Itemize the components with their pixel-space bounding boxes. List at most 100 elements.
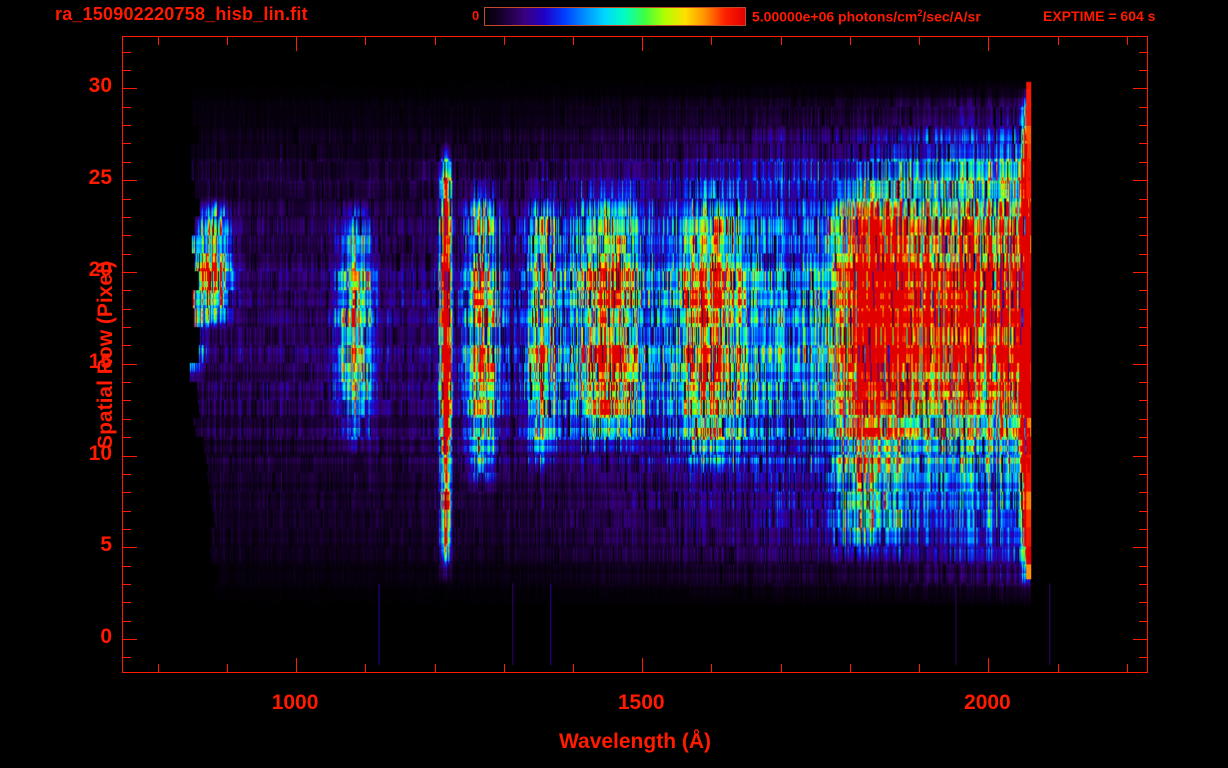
y-tick-minor xyxy=(123,235,131,236)
x-tick-minor-top xyxy=(573,37,574,45)
y-tick-major xyxy=(123,88,137,89)
y-tick-minor xyxy=(123,584,131,585)
y-tick-major-right xyxy=(1133,180,1147,181)
y-tick-minor xyxy=(123,309,131,310)
y-axis-title-wrapper: Spatial Row (Pixel) xyxy=(18,36,117,673)
y-tick-major-right xyxy=(1133,547,1147,548)
y-tick-minor xyxy=(123,327,131,328)
y-tick-major xyxy=(123,639,137,640)
y-tick-minor xyxy=(123,566,131,567)
x-tick-minor xyxy=(711,664,712,672)
x-tick-minor-top xyxy=(1127,37,1128,45)
x-tick-minor xyxy=(435,664,436,672)
y-tick-minor-right xyxy=(1139,235,1147,236)
y-tick-minor-right xyxy=(1139,511,1147,512)
y-tick-minor xyxy=(123,437,131,438)
y-tick-major-right xyxy=(1133,364,1147,365)
y-tick-minor-right xyxy=(1139,217,1147,218)
x-tick-minor-top xyxy=(1058,37,1059,45)
colorbar-max-label: 5.00000e+06 photons/cm2/sec/A/sr xyxy=(752,8,981,25)
x-tick-major xyxy=(988,658,989,672)
y-tick-label: 5 xyxy=(100,533,112,557)
y-tick-major-right xyxy=(1133,88,1147,89)
x-tick-minor xyxy=(1058,664,1059,672)
y-tick-minor xyxy=(123,52,131,53)
y-tick-minor-right xyxy=(1139,566,1147,567)
y-tick-minor-right xyxy=(1139,162,1147,163)
x-tick-minor-top xyxy=(158,37,159,45)
x-tick-minor xyxy=(919,664,920,672)
x-tick-major-top xyxy=(642,37,643,51)
y-tick-minor-right xyxy=(1139,345,1147,346)
x-tick-minor-top xyxy=(781,37,782,45)
exptime-label: EXPTIME = 604 s xyxy=(1043,8,1156,24)
page-title: ra_150902220758_hisb_lin.fit xyxy=(55,4,308,24)
x-tick-major xyxy=(642,658,643,672)
x-tick-minor-top xyxy=(227,37,228,45)
colorbar-max-value: 5.00000e+06 photons/cm xyxy=(752,8,918,25)
y-tick-minor-right xyxy=(1139,492,1147,493)
x-tick-minor-top xyxy=(919,37,920,45)
x-tick-major xyxy=(296,658,297,672)
x-tick-minor-top xyxy=(435,37,436,45)
x-tick-major-top xyxy=(296,37,297,51)
y-tick-minor xyxy=(123,419,131,420)
x-tick-minor xyxy=(158,664,159,672)
y-tick-minor xyxy=(123,345,131,346)
y-tick-minor-right xyxy=(1139,107,1147,108)
y-tick-label: 25 xyxy=(88,166,112,190)
colorbar-min-label: 0 xyxy=(472,8,480,23)
colorbar-unit-tail: /sec/A/sr xyxy=(922,8,981,25)
y-tick-major xyxy=(123,180,137,181)
x-tick-label: 1500 xyxy=(617,691,665,714)
y-tick-major-right xyxy=(1133,639,1147,640)
x-axis-title: Wavelength (Å) xyxy=(558,730,712,753)
y-tick-minor xyxy=(123,529,131,530)
y-tick-minor xyxy=(123,162,131,163)
y-tick-minor-right xyxy=(1139,125,1147,126)
y-tick-minor-right xyxy=(1139,529,1147,530)
y-tick-minor xyxy=(123,199,131,200)
y-tick-major xyxy=(123,547,137,548)
x-tick-minor-top xyxy=(711,37,712,45)
y-tick-minor xyxy=(123,492,131,493)
y-tick-label: 30 xyxy=(88,74,112,98)
y-tick-minor-right xyxy=(1139,584,1147,585)
y-tick-major xyxy=(123,456,137,457)
x-tick-minor xyxy=(227,664,228,672)
y-tick-label: 15 xyxy=(88,349,112,373)
x-tick-minor-top xyxy=(365,37,366,45)
y-tick-minor-right xyxy=(1139,621,1147,622)
plot-frame xyxy=(122,36,1148,673)
y-tick-minor xyxy=(123,143,131,144)
x-tick-minor xyxy=(1127,664,1128,672)
y-tick-minor xyxy=(123,217,131,218)
y-tick-minor-right xyxy=(1139,382,1147,383)
y-tick-minor-right xyxy=(1139,474,1147,475)
plot-area xyxy=(123,37,1147,672)
y-tick-minor-right xyxy=(1139,70,1147,71)
y-tick-minor xyxy=(123,125,131,126)
colorbar-unit-exponent: 2 xyxy=(917,8,923,18)
y-tick-label: 20 xyxy=(88,257,112,281)
y-tick-minor-right xyxy=(1139,437,1147,438)
y-tick-minor xyxy=(123,70,131,71)
y-tick-major xyxy=(123,364,137,365)
y-tick-minor-right xyxy=(1139,290,1147,291)
spectrogram-image xyxy=(123,37,1147,672)
y-tick-minor-right xyxy=(1139,254,1147,255)
y-tick-minor xyxy=(123,474,131,475)
y-tick-minor-right xyxy=(1139,309,1147,310)
x-tick-minor xyxy=(781,664,782,672)
y-tick-minor-right xyxy=(1139,143,1147,144)
y-tick-minor-right xyxy=(1139,52,1147,53)
y-tick-minor-right xyxy=(1139,602,1147,603)
x-tick-label: 1000 xyxy=(271,691,319,714)
y-tick-minor xyxy=(123,382,131,383)
y-tick-major xyxy=(123,272,137,273)
x-tick-minor xyxy=(504,664,505,672)
x-tick-label: 2000 xyxy=(964,691,1011,714)
y-tick-minor xyxy=(123,400,131,401)
y-tick-minor xyxy=(123,254,131,255)
y-tick-label: 10 xyxy=(88,441,112,465)
